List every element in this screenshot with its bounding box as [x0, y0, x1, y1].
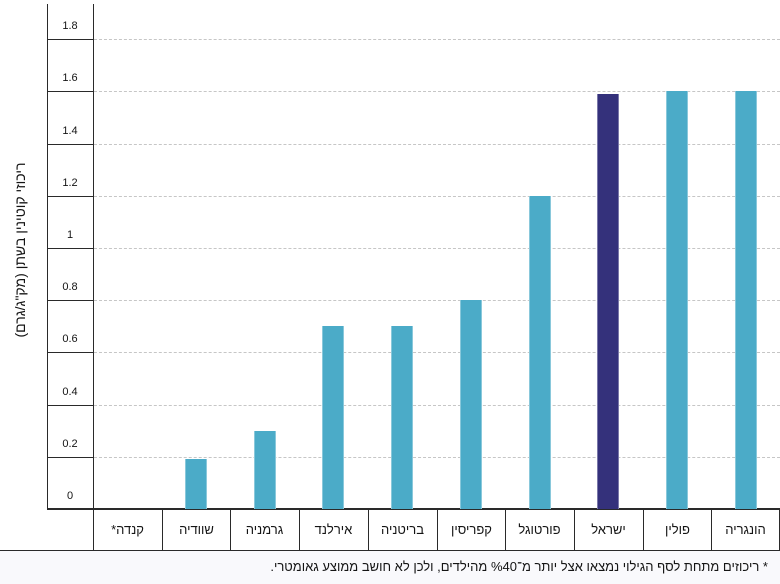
y-tickline-1.8 — [47, 39, 93, 40]
category-separator — [299, 509, 300, 550]
gridline-0.8 — [94, 300, 780, 301]
footnote: * ריכוזים מתחת לסף הגילוי נמצאו אצל יותר… — [0, 551, 780, 584]
category-label-7: ישראל — [591, 522, 626, 537]
y-tick-label-0.4: 0.4 — [62, 386, 78, 398]
y-tick-label-0.2: 0.2 — [62, 438, 78, 450]
category-label-0: קנדה* — [111, 522, 144, 537]
category-label-2: גרמניה — [245, 522, 284, 537]
bar-6 — [529, 196, 551, 509]
category-separator — [368, 509, 369, 550]
y-tickline-0.8 — [47, 300, 93, 301]
category-separator — [437, 509, 438, 550]
y-tick-label-1.6: 1.6 — [62, 72, 78, 84]
category-separator — [643, 509, 644, 550]
y-axis-line — [93, 4, 94, 550]
category-label-4: בריטניה — [381, 522, 424, 537]
category-separator — [711, 509, 712, 550]
category-label-9: הונגריה — [725, 522, 766, 537]
gridline-1.2 — [94, 196, 780, 197]
y-tickline-0.2 — [47, 457, 93, 458]
y-tick-label-1: 1 — [66, 229, 74, 241]
category-label-8: פולין — [665, 522, 690, 537]
category-separator — [230, 509, 231, 550]
y-tickline-0.4 — [47, 405, 93, 406]
y-tick-label-0: 0 — [66, 490, 74, 502]
y-tick-label-1.4: 1.4 — [62, 125, 78, 137]
gridline-0.2 — [94, 457, 780, 458]
gridline-1.4 — [94, 144, 780, 145]
y-tick-column-left-border — [47, 4, 48, 509]
category-separator — [574, 509, 575, 550]
category-separator — [505, 509, 506, 550]
category-label-5: קפריסין — [451, 522, 492, 537]
y-axis-title: ריכוזי קוטינין בשתן (מק"ג/גרם) — [12, 162, 28, 338]
chart-bottom-frame — [0, 550, 780, 551]
y-tickline-1.4 — [47, 144, 93, 145]
gridline-0.6 — [94, 352, 780, 353]
y-tickline-1.6 — [47, 91, 93, 92]
gridline-1.6 — [94, 91, 780, 92]
y-tick-label-0.8: 0.8 — [62, 281, 78, 293]
y-tick-label-1.2: 1.2 — [62, 177, 78, 189]
category-label-6: פורטוגל — [518, 522, 561, 537]
bar-2 — [254, 431, 276, 509]
y-tickline-1 — [47, 248, 93, 249]
bar-5 — [460, 300, 482, 509]
x-axis-line — [47, 508, 780, 510]
y-tick-label-0.6: 0.6 — [62, 333, 78, 345]
y-tickline-1.2 — [47, 196, 93, 197]
category-label-1: שוודיה — [179, 522, 214, 537]
bar-1 — [185, 459, 207, 509]
bar-9 — [735, 91, 757, 509]
bar-7 — [597, 94, 619, 509]
category-separator — [162, 509, 163, 550]
y-tickline-0.6 — [47, 352, 93, 353]
bar-3 — [322, 326, 344, 509]
category-label-3: אירלנד — [314, 522, 353, 537]
bar-8 — [666, 91, 688, 509]
gridline-1.8 — [94, 39, 780, 40]
y-tick-label-1.8: 1.8 — [62, 20, 78, 32]
gridline-0.4 — [94, 405, 780, 406]
gridline-1 — [94, 248, 780, 249]
bar-4 — [391, 326, 413, 509]
